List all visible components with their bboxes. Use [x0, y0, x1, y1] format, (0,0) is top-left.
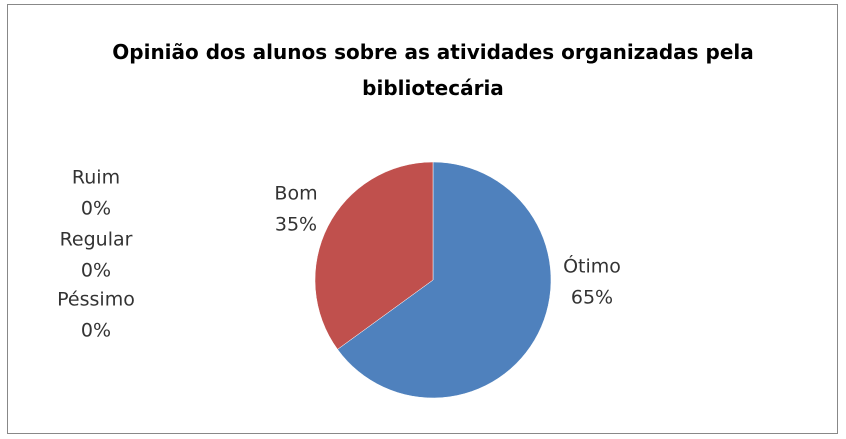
slice-label-value: 0%	[81, 198, 111, 220]
slice-label-name: Ótimo	[563, 254, 621, 278]
chart-title: Opinião dos alunos sobre as atividades o…	[112, 40, 754, 100]
slice-label-name: Regular	[60, 229, 133, 251]
slice-label-name: Bom	[274, 183, 317, 205]
slice-label-name: Péssimo	[57, 289, 135, 311]
slice-label-name: Ruim	[72, 167, 120, 189]
chart-frame	[7, 4, 838, 434]
slice-label-value: 65%	[571, 287, 613, 309]
slice-label-value: 35%	[275, 214, 317, 236]
pie-slice	[337, 161, 552, 399]
slice-label-value: 0%	[81, 260, 111, 282]
pie-slice	[314, 161, 434, 350]
slice-label-value: 0%	[81, 320, 111, 342]
